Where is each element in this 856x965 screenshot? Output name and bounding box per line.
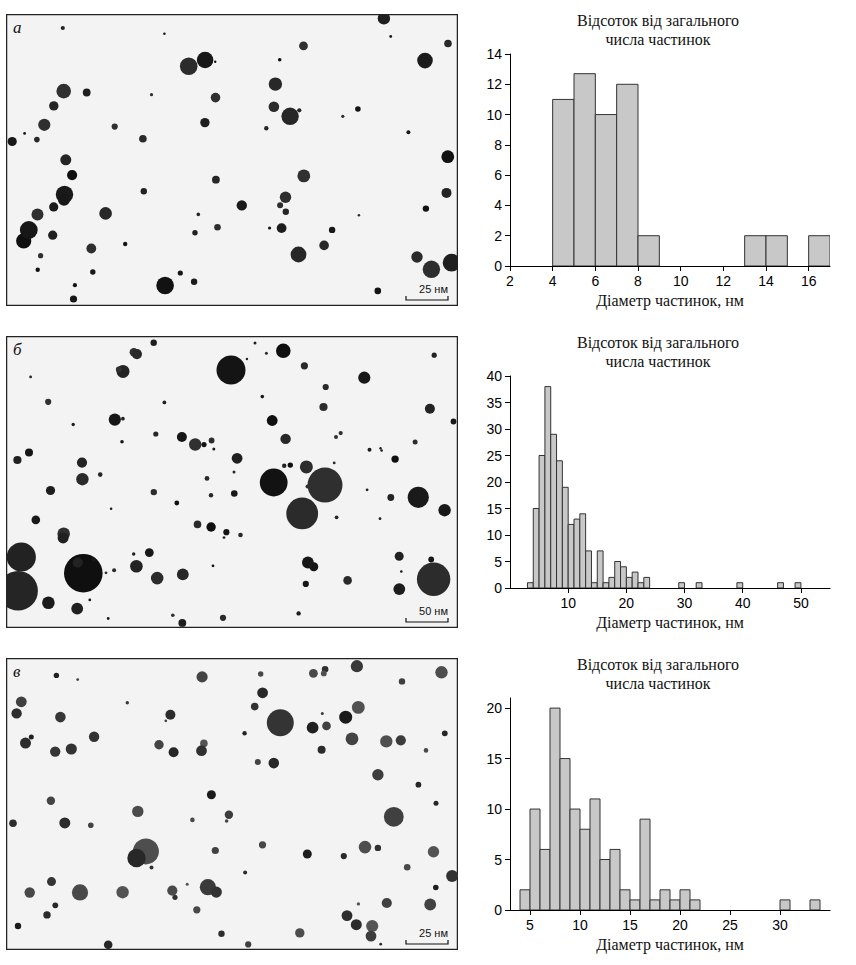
svg-text:числа частинок: числа частинок [606, 31, 711, 48]
svg-text:а: а [13, 18, 22, 37]
svg-text:2: 2 [494, 228, 502, 244]
svg-text:в: в [13, 662, 21, 681]
svg-text:12: 12 [716, 273, 732, 289]
svg-text:6: 6 [494, 167, 502, 183]
svg-text:5: 5 [526, 917, 534, 933]
svg-text:б: б [13, 340, 22, 359]
svg-text:30: 30 [486, 421, 502, 437]
svg-text:5: 5 [494, 852, 502, 868]
svg-text:25: 25 [486, 448, 502, 464]
svg-text:12: 12 [486, 76, 502, 92]
svg-text:Відсоток від загального: Відсоток від загального [577, 656, 739, 674]
svg-text:15: 15 [486, 751, 502, 767]
svg-text:0: 0 [494, 902, 502, 918]
svg-text:40: 40 [486, 368, 502, 384]
svg-text:5: 5 [494, 554, 502, 570]
svg-text:8: 8 [494, 137, 502, 153]
svg-text:числа частинок: числа частинок [606, 353, 711, 370]
svg-text:Діаметр частинок, нм: Діаметр частинок, нм [596, 292, 744, 310]
svg-text:10: 10 [486, 527, 502, 543]
svg-text:20: 20 [619, 595, 635, 611]
svg-text:Діаметр частинок, нм: Діаметр частинок, нм [596, 614, 744, 632]
svg-text:25 нм: 25 нм [419, 283, 448, 295]
svg-text:40: 40 [735, 595, 751, 611]
svg-text:25 нм: 25 нм [419, 927, 448, 939]
svg-text:14: 14 [486, 46, 502, 62]
svg-text:6: 6 [591, 273, 599, 289]
svg-text:Діаметр частинок, нм: Діаметр частинок, нм [596, 936, 744, 954]
svg-text:14: 14 [758, 273, 774, 289]
svg-text:35: 35 [486, 395, 502, 411]
svg-text:числа частинок: числа частинок [606, 675, 711, 692]
svg-text:10: 10 [486, 801, 502, 817]
svg-text:2: 2 [506, 273, 514, 289]
svg-text:Відсоток від загального: Відсоток від загального [577, 12, 739, 30]
svg-text:10: 10 [560, 595, 576, 611]
svg-text:8: 8 [634, 273, 642, 289]
svg-text:30: 30 [772, 917, 788, 933]
svg-text:16: 16 [801, 273, 817, 289]
svg-text:0: 0 [494, 580, 502, 596]
svg-text:10: 10 [486, 107, 502, 123]
svg-text:4: 4 [494, 197, 502, 213]
svg-text:4: 4 [549, 273, 557, 289]
svg-text:20: 20 [486, 474, 502, 490]
svg-text:20: 20 [672, 917, 688, 933]
svg-text:50 нм: 50 нм [419, 605, 448, 617]
svg-text:20: 20 [486, 700, 502, 716]
svg-text:Відсоток від загального: Відсоток від загального [577, 334, 739, 352]
svg-text:10: 10 [572, 917, 588, 933]
svg-text:15: 15 [486, 501, 502, 517]
svg-text:30: 30 [677, 595, 693, 611]
svg-text:15: 15 [622, 917, 638, 933]
svg-text:0: 0 [494, 258, 502, 274]
svg-text:10: 10 [673, 273, 689, 289]
svg-text:50: 50 [793, 595, 809, 611]
svg-text:25: 25 [722, 917, 738, 933]
